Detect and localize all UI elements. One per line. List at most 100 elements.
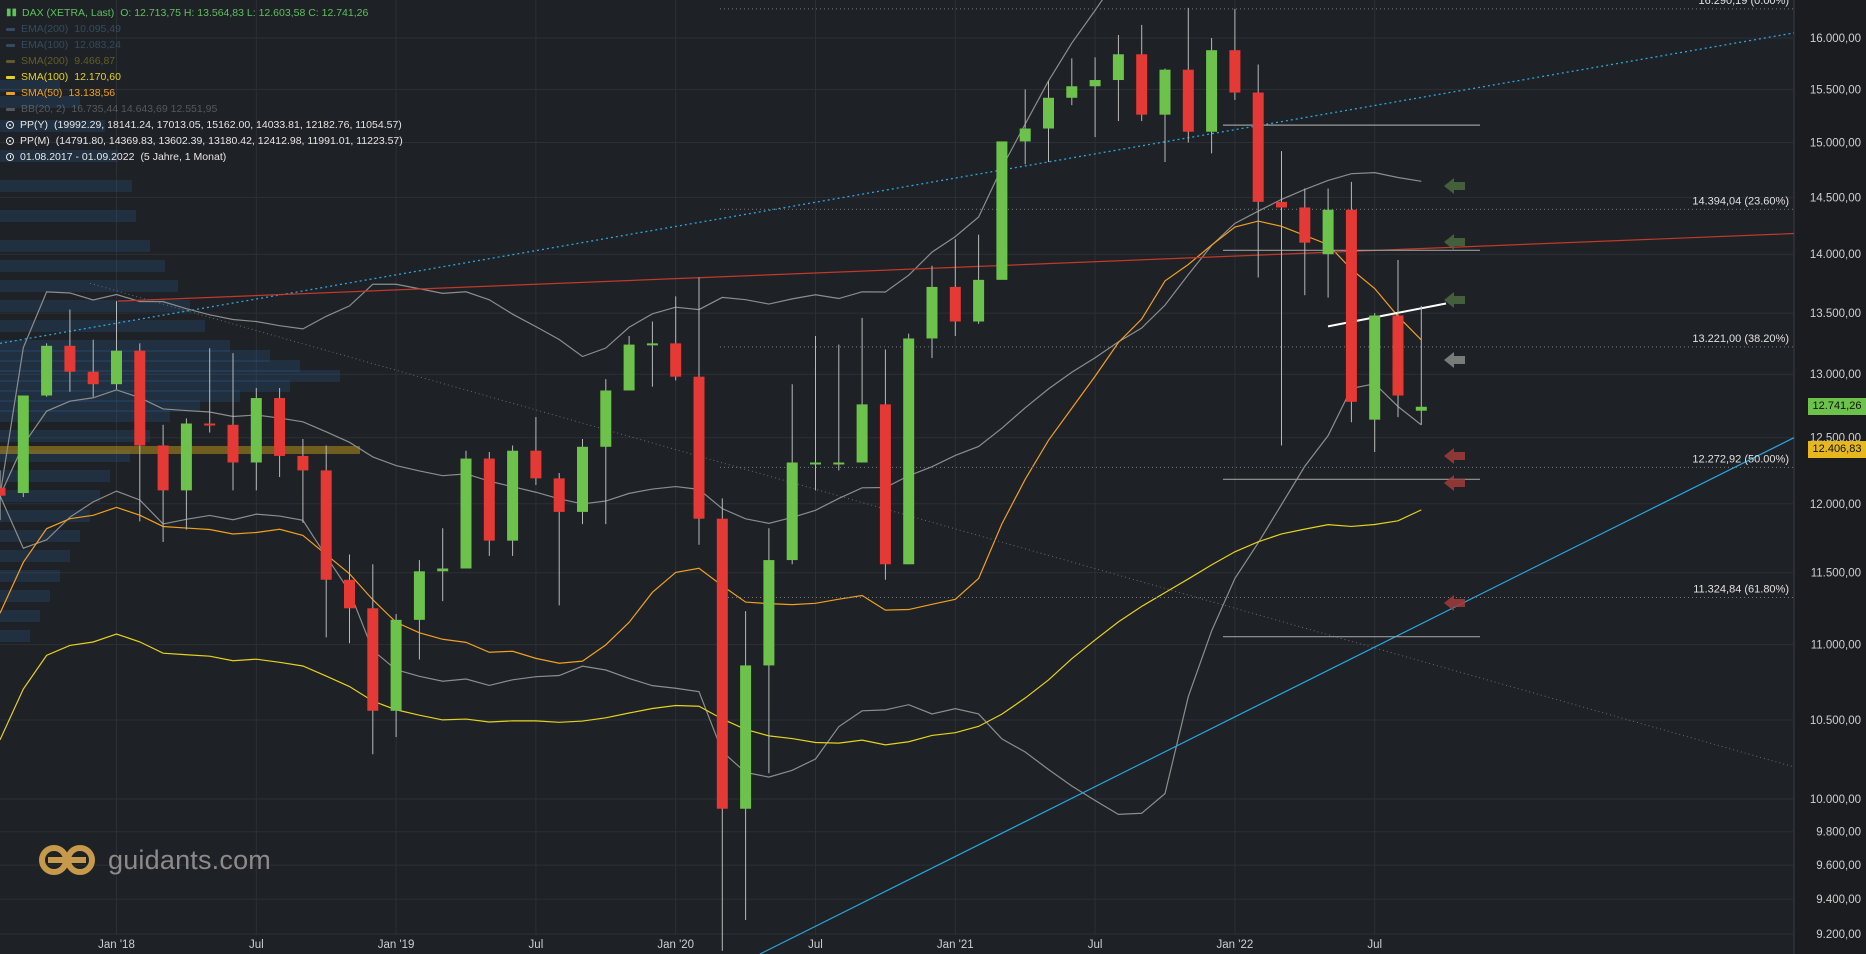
legend-item[interactable]: 01.08.2017 - 01.09.2022 (5 Jahre, 1 Monat… — [6, 149, 403, 165]
candle-body — [0, 487, 6, 496]
candle-body — [483, 458, 495, 541]
volume-profile-bar — [0, 590, 50, 602]
volume-profile-bar — [0, 320, 205, 332]
legend-value: 12.083,24 — [74, 39, 121, 51]
candle-body — [740, 665, 752, 809]
legend-item[interactable]: SMA(200) 9.466,87 — [6, 53, 403, 69]
legend-item[interactable]: PP(Y) (19992.29, 18141.24, 17013.05, 1516… — [6, 117, 403, 133]
candle-body — [1066, 86, 1078, 98]
volume-profile-bar — [0, 180, 132, 192]
candlesticks[interactable] — [0, 7, 1427, 951]
guidants-logo-icon — [39, 845, 95, 875]
candle-body — [1415, 406, 1427, 411]
price-tick-label: 15.000,00 — [1810, 137, 1861, 149]
candle-body — [460, 458, 472, 569]
candle-body — [623, 344, 635, 391]
price-tick-label: 10.000,00 — [1810, 794, 1861, 806]
legend-color-swatch — [6, 59, 15, 63]
green-arrow-icon — [1444, 234, 1465, 250]
legend-color-swatch — [6, 75, 15, 79]
legend-color-swatch — [6, 107, 15, 111]
price-tick-label: 16.000,00 — [1810, 33, 1861, 45]
legend-value: 13.138,56 — [68, 87, 116, 99]
time-tick-label: Jul — [1367, 939, 1382, 951]
legend-item[interactable]: EMA(100) 12.083,24 — [6, 37, 403, 53]
red-arrow-icon — [1444, 595, 1465, 611]
candle-body — [390, 619, 402, 711]
legend-label: PP(Y) — [20, 119, 49, 131]
red-arrow-icon — [1444, 448, 1465, 464]
candle-body — [1322, 209, 1334, 255]
fibonacci-levels: 16.290,19 (0.00%) 14.394,04 (23.60%) 13.22… — [720, 0, 1794, 638]
candle-body — [646, 343, 658, 346]
price-axis-panel[interactable] — [1794, 0, 1866, 954]
legend-value: 10.095,49 — [74, 23, 121, 35]
bars-icon: ▮▮ — [6, 7, 18, 18]
volume-profile-bar — [0, 530, 80, 542]
volume-profile-bar — [0, 630, 30, 642]
volume-profile-bar — [0, 340, 230, 352]
legend-value: 16.735,44 14.643,69 12.551,95 — [71, 103, 218, 115]
legend-item[interactable]: EMA(200) 10.095,49 — [6, 21, 403, 37]
candle-body — [763, 560, 775, 666]
legend-item[interactable]: PP(M) (14791.80, 14369.83, 13602.39, 1318… — [6, 133, 403, 149]
candle-body — [1112, 54, 1124, 81]
fib-level-label: 12.272,92 (50.00%) — [1692, 453, 1789, 465]
candle-body — [507, 450, 519, 541]
candle-body — [111, 350, 122, 385]
candle-body — [17, 395, 29, 494]
grey-dotted-trendline — [89, 282, 1795, 768]
instrument-name[interactable]: DAX (XETRA, Last) — [22, 7, 115, 19]
legend-item[interactable]: SMA(100) 12.170,60 — [6, 69, 403, 85]
candle-body — [1299, 207, 1311, 243]
candle-body — [134, 350, 146, 446]
time-tick-label: Jul — [808, 939, 823, 951]
legend-value: 12.170,60 — [74, 71, 121, 83]
upper-dotted-trendline — [0, 32, 1795, 344]
candle-body — [973, 279, 985, 322]
price-tick-label: 13.000,00 — [1810, 369, 1861, 381]
candle-body — [297, 455, 309, 471]
candle-body — [693, 376, 705, 519]
candle-body — [180, 423, 192, 491]
candle-body — [1252, 92, 1264, 202]
volume-profile-bar — [0, 510, 90, 522]
price-tick-label: 9.200,00 — [1816, 929, 1861, 941]
sma100-line — [0, 509, 1422, 746]
volume-profile-bar — [0, 550, 70, 562]
price-tag: 12.406,83 — [1808, 441, 1866, 459]
legend-item[interactable]: BB(20, 2) 16.735,44 14.643,69 12.551,95 — [6, 101, 403, 117]
price-tag: 12.741,26 — [1808, 398, 1866, 416]
candle-body — [856, 404, 868, 463]
pivot-icon — [6, 137, 14, 145]
volume-profile-bar — [0, 280, 178, 292]
green-arrow-icon — [1444, 292, 1465, 308]
price-tick-label: 13.500,00 — [1810, 308, 1861, 320]
volume-profile-bar — [0, 96, 80, 108]
candle-body — [810, 462, 821, 465]
candle-body — [716, 518, 728, 809]
volume-profile-bar — [0, 80, 60, 92]
logo-text: guidants.com — [108, 844, 271, 875]
time-tick-label: Jan '22 — [1217, 939, 1254, 951]
volume-profile-bar — [0, 300, 190, 312]
price-tick-label: 9.800,00 — [1816, 827, 1861, 839]
candle-body — [577, 446, 588, 512]
pivot-icon — [6, 121, 14, 129]
legend-item[interactable]: SMA(50) 13.138,56 — [6, 85, 403, 101]
candle-body — [1136, 54, 1148, 115]
volume-profile-bar — [0, 410, 170, 422]
legend-label: EMA(200) — [21, 23, 69, 35]
candle-body — [320, 470, 332, 580]
signal-arrows — [1444, 178, 1465, 611]
volume-profile-bar — [0, 390, 240, 402]
candle-body — [833, 462, 845, 465]
point-of-control-bar — [0, 446, 360, 454]
candle-body — [367, 608, 379, 711]
time-tick-label: Jul — [529, 939, 544, 951]
volume-profile-bar — [0, 150, 118, 162]
legend-value: (14791.80, 14369.83, 13602.39, 13180.42,… — [55, 135, 403, 147]
candle-body — [949, 286, 961, 322]
time-tick-label: Jul — [249, 939, 264, 951]
